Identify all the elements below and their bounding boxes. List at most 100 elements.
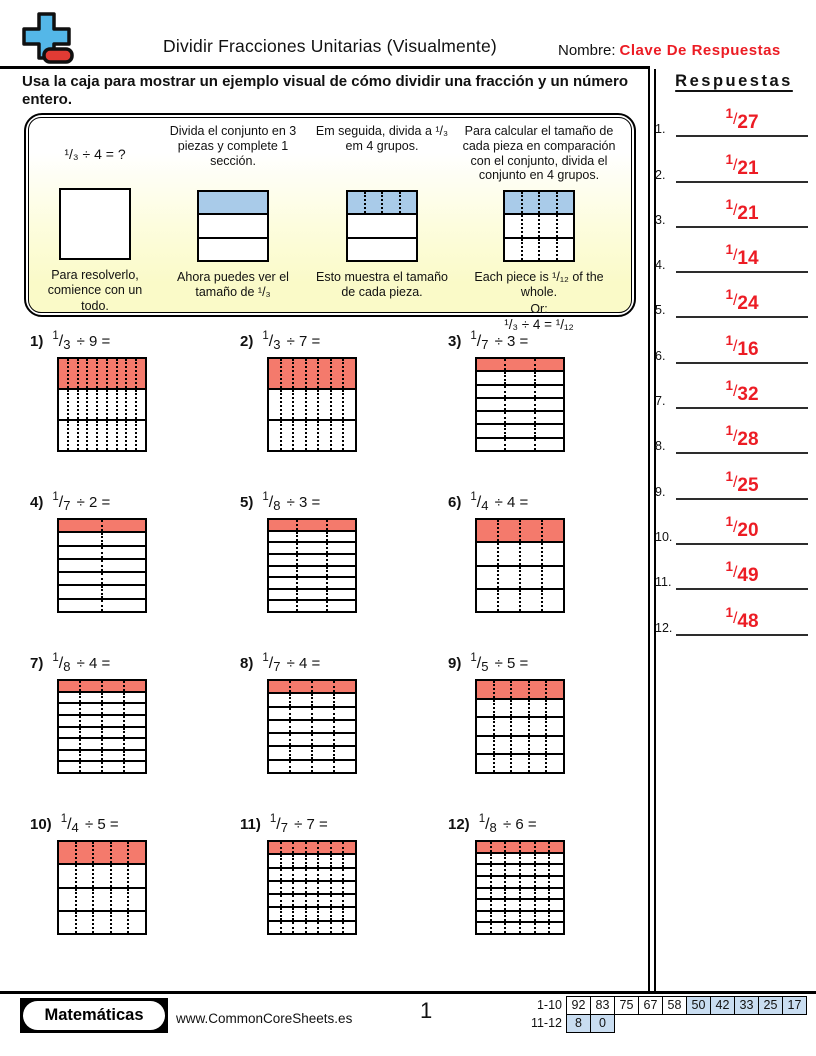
fraction-slash: /	[732, 473, 738, 491]
grid-cell	[333, 694, 355, 706]
fraction-denominator: 28	[737, 429, 759, 451]
grid-cell	[325, 578, 355, 588]
fraction-denominator: 8	[489, 820, 497, 835]
problem-grid	[267, 357, 357, 452]
grid-cell	[329, 921, 343, 933]
answer-fraction: 1/25	[725, 469, 758, 496]
grid-cell	[105, 421, 116, 450]
header-divider	[0, 66, 650, 69]
grid-cell	[381, 192, 399, 214]
grid-cell	[348, 215, 416, 236]
fraction-numerator: 1	[52, 330, 59, 342]
grid-row	[477, 898, 563, 910]
grid-row	[59, 713, 145, 726]
problem-operation: ÷ 5 =	[490, 655, 529, 672]
grid-cell	[527, 755, 546, 772]
grid-cell	[311, 707, 333, 719]
instructions-text: Usa la caja para mostrar un ejemplo visu…	[22, 73, 629, 109]
grid-cell	[497, 520, 519, 542]
problem-operation: ÷ 7 =	[289, 816, 328, 833]
grid-cell	[519, 589, 541, 611]
grid-row	[269, 879, 355, 894]
grid-cell	[92, 865, 110, 887]
grid-cell	[342, 855, 355, 867]
problem-grid-visual	[267, 679, 357, 774]
grid-cell	[533, 372, 563, 384]
problem-1: 1) 1/3 ÷ 9 =	[20, 330, 230, 491]
grid-cell	[269, 922, 280, 933]
grid-cell	[135, 359, 145, 388]
grid-cell	[311, 681, 333, 693]
fraction-slash: /	[476, 494, 482, 511]
problem-grid	[475, 518, 565, 613]
problem-9: 9) 1/5 ÷ 5 =	[438, 652, 644, 813]
problem-label: 3) 1/7 ÷ 3 =	[438, 330, 644, 354]
answer-fraction: 1/21	[725, 197, 758, 224]
fraction-slash: /	[476, 333, 482, 350]
page-number: 1	[420, 998, 433, 1023]
fraction-denominator: 7	[63, 498, 71, 513]
grid-cell	[296, 601, 325, 611]
grid-cell	[477, 923, 490, 933]
grid-cell	[398, 192, 417, 214]
example-step-3-text: Em seguida, divida a ¹/₃ em 4 grupos.	[315, 124, 449, 153]
grid-row	[477, 921, 563, 933]
score-cell: 0	[590, 1014, 615, 1033]
grid-row	[477, 909, 563, 922]
website-link[interactable]: www.CommonCoreSheets.es	[176, 1011, 353, 1026]
problem-label: 8) 1/7 ÷ 4 =	[230, 652, 438, 676]
fraction-denominator: 8	[273, 498, 281, 513]
grid-cell	[269, 532, 296, 542]
answer-item: 5. 1/24	[650, 273, 810, 319]
score-table: 1-10 92 83 75 67 58 50 42 33 25 17 11-12 8 0	[516, 996, 807, 1033]
grid-cell	[101, 559, 145, 572]
grid-cell	[59, 728, 79, 738]
grid-cell	[477, 567, 497, 588]
grid-cell	[342, 881, 355, 894]
grid-cell	[304, 921, 318, 933]
grid-cell	[296, 543, 325, 553]
grid-row	[59, 690, 145, 703]
grid-cell	[545, 699, 563, 717]
example-step-1: ¹/₃ ÷ 4 = ? Para resolverlo, comience co…	[35, 122, 155, 332]
problem-label: 10) 1/4 ÷ 5 =	[20, 813, 230, 837]
grid-row	[477, 753, 563, 772]
grid-row	[59, 702, 145, 714]
answer-fraction: 1/16	[725, 333, 758, 360]
grid-cell	[101, 715, 123, 726]
score-cell: 75	[614, 996, 639, 1015]
grid-cell	[105, 390, 116, 419]
fraction-numerator: 1	[725, 559, 733, 575]
example-grid-1	[59, 188, 131, 260]
grid-cell	[510, 718, 528, 735]
grid-cell	[329, 895, 343, 907]
problem-2: 2) 1/3 ÷ 7 =	[230, 330, 438, 491]
example-grid-2	[197, 190, 269, 262]
grid-cell	[74, 888, 93, 910]
grid-row	[269, 853, 355, 867]
grid-cell	[504, 923, 519, 933]
grid-cell	[92, 888, 110, 910]
grid-cell	[296, 566, 325, 577]
grid-row	[477, 587, 563, 611]
answer-fraction: 1/32	[725, 378, 758, 405]
problem-number: 4)	[30, 494, 44, 511]
answer-item: 11. 1/49	[650, 545, 810, 591]
footer-divider	[0, 991, 816, 994]
grid-cell	[123, 715, 145, 726]
fraction-denominator: 21	[737, 157, 759, 179]
grid-row	[269, 732, 355, 746]
fraction-denominator: 4	[71, 820, 79, 835]
grid-cell	[292, 842, 305, 854]
grid-cell	[269, 520, 296, 530]
score-cell: 50	[686, 996, 711, 1015]
problem-fraction: 1/5	[470, 652, 488, 674]
problem-label: 9) 1/5 ÷ 5 =	[438, 652, 644, 676]
grid-row	[269, 529, 355, 542]
example-step-3: Em seguida, divida a ¹/₃ em 4 grupos. Es…	[311, 122, 453, 332]
grid-cell	[538, 192, 556, 214]
grid-cell	[342, 421, 355, 450]
grid-cell	[289, 681, 311, 693]
grid-cell	[492, 681, 511, 698]
grid-cell	[519, 842, 534, 852]
